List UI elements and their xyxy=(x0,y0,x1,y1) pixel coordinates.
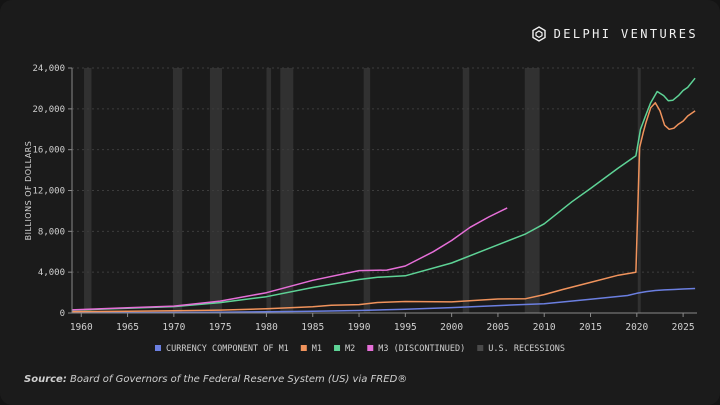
series-lines xyxy=(71,77,696,314)
recession-band-2 xyxy=(209,68,222,313)
recession-band-6 xyxy=(462,68,470,313)
delphi-logo-icon xyxy=(531,26,546,42)
legend-label-3: M3 (DISCONTINUED) xyxy=(378,344,465,354)
brand: DELPHI VENTURES xyxy=(531,25,698,43)
series-line-2 xyxy=(71,77,696,311)
x-tick-label: 1965 xyxy=(116,322,139,333)
x-tick-label: 1975 xyxy=(209,322,232,333)
legend-label-2: M2 xyxy=(345,344,355,354)
x-tick-label: 2010 xyxy=(533,322,556,333)
y-tick-label: 12,000 xyxy=(32,187,65,197)
legend-label-1: M1 xyxy=(312,344,322,354)
legend-swatch-4 xyxy=(477,345,484,351)
x-tick-label: 1960 xyxy=(70,322,93,333)
series-line-3 xyxy=(71,207,508,311)
y-tick-label: 4,000 xyxy=(38,268,65,278)
y-tick-label: 16,000 xyxy=(32,146,65,156)
grid xyxy=(72,67,697,273)
axes: 0 4,000 8,000 12,000 16,000 20,000 24,000 1960 1… xyxy=(24,64,697,333)
recession-band-4 xyxy=(280,68,294,313)
legend-swatch-3 xyxy=(367,345,374,351)
x-tick-label: 2000 xyxy=(440,322,463,333)
x-tick-label: 2015 xyxy=(579,322,602,333)
y-tick-label: 8,000 xyxy=(38,227,65,237)
x-tick-label: 1985 xyxy=(301,322,324,333)
legend-label-0: CURRENCY COMPONENT OF M1 xyxy=(166,344,289,354)
x-tick-label: 2020 xyxy=(625,322,648,333)
legend-label-4: U.S. RECESSIONS xyxy=(488,344,565,354)
x-tick-label: 2005 xyxy=(486,322,509,333)
y-axis-label: BILLIONS OF DOLLARS xyxy=(24,141,33,241)
brand-name: DELPHI VENTURES xyxy=(553,27,698,41)
recession-band-8 xyxy=(637,68,641,313)
x-tick-label: 1970 xyxy=(162,322,185,333)
legend-swatch-0 xyxy=(154,345,161,351)
x-tick-label: 1995 xyxy=(394,322,417,333)
legend-swatch-1 xyxy=(300,345,307,351)
recession-band-5 xyxy=(363,68,371,313)
source-text: Board of Governors of the Federal Reserv… xyxy=(70,374,408,385)
x-tick-label: 1990 xyxy=(348,322,371,333)
x-tick-label: 2025 xyxy=(672,322,695,333)
y-tick-label: 24,000 xyxy=(32,64,65,74)
y-tick-label: 20,000 xyxy=(32,105,65,115)
legend-swatch-2 xyxy=(334,345,341,351)
source-note: Source: Board of Governors of the Federa… xyxy=(24,374,407,385)
x-tick-label: 1980 xyxy=(255,322,278,333)
series-line-1 xyxy=(71,101,696,313)
legend: CURRENCY COMPONENT OF M1 M1 M2 M3 (DISCONTI… xyxy=(154,344,565,354)
y-tick-label: 0 xyxy=(60,309,65,319)
source-label: Source: xyxy=(24,374,67,385)
series-line-0 xyxy=(71,287,696,314)
